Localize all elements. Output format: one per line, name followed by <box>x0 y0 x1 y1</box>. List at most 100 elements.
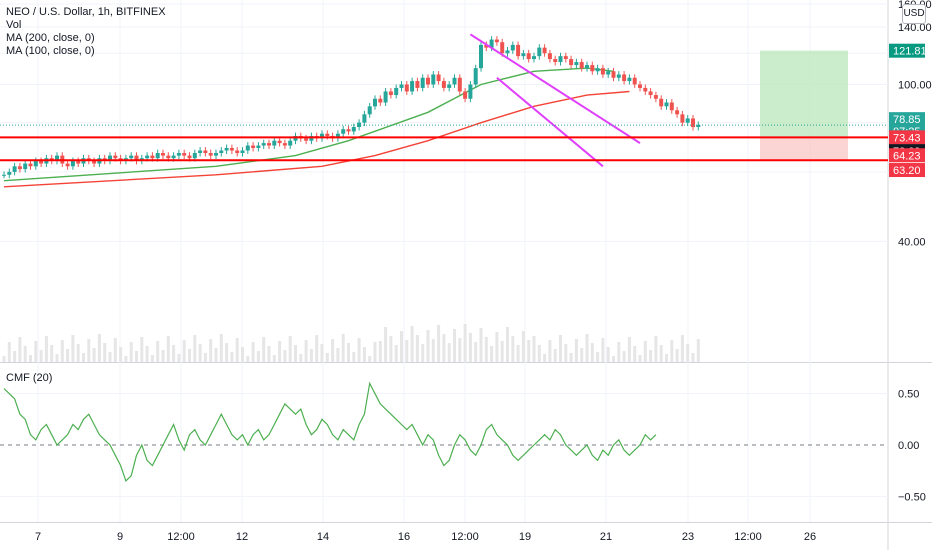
candle <box>256 142 261 152</box>
volume-bar <box>315 335 319 362</box>
candle <box>245 142 250 154</box>
candle <box>410 77 415 95</box>
candle-body <box>415 81 420 88</box>
candle <box>415 77 420 92</box>
volume-bar <box>521 331 525 362</box>
volume-bar <box>150 355 154 362</box>
volume-bar <box>172 345 176 362</box>
candle-body <box>505 50 510 54</box>
candle <box>664 99 669 110</box>
candle <box>208 149 213 160</box>
volume-bar <box>405 340 409 362</box>
candle-body <box>457 77 462 92</box>
candle-body <box>516 44 521 57</box>
candle-body <box>245 145 250 151</box>
volume-bar <box>633 346 637 362</box>
volume-bar <box>569 353 573 362</box>
volume-bar <box>431 339 435 362</box>
volume-bar <box>511 336 515 362</box>
volume-bar <box>272 355 276 362</box>
candle <box>272 137 277 149</box>
volume-bar <box>241 347 244 362</box>
volume-bar <box>484 337 488 362</box>
candle-body <box>39 160 44 164</box>
currency-button[interactable]: USD <box>902 4 926 24</box>
candle-body <box>351 127 356 132</box>
price-label: 78.85 <box>889 112 925 127</box>
candle-body <box>394 87 399 96</box>
price-label-bg <box>889 148 925 163</box>
candle-body <box>468 84 473 99</box>
candle-body <box>600 68 605 75</box>
volume-bar <box>564 344 568 362</box>
candle-body <box>489 39 494 48</box>
candle-body <box>76 160 81 164</box>
candle-body <box>277 140 282 144</box>
price-label-text: 63.20 <box>893 165 921 177</box>
cmf-indicator-label[interactable]: CMF (20) <box>6 372 53 384</box>
y-tick-label: 40.00 <box>898 236 926 248</box>
volume-bar <box>675 349 679 362</box>
volume-bar <box>60 340 64 362</box>
candle-body <box>150 155 155 159</box>
candle-body <box>441 81 446 88</box>
candle-body <box>447 84 452 88</box>
price-label-text: 121.81 <box>893 46 927 58</box>
candle-body <box>214 153 218 156</box>
candle <box>346 125 351 135</box>
volume-bar <box>135 351 138 362</box>
volume-bar <box>500 341 504 362</box>
candle-body <box>187 155 192 159</box>
candle-body <box>208 153 213 156</box>
price-label: 63.20 <box>889 163 925 178</box>
volume-bar <box>617 342 621 362</box>
volume-bar <box>108 352 112 362</box>
candle <box>351 123 356 135</box>
candle <box>309 132 314 145</box>
volume-bar <box>320 344 324 362</box>
candle <box>696 121 701 131</box>
volume-bar <box>278 341 282 362</box>
candle <box>606 67 611 78</box>
candle-body <box>473 68 478 85</box>
candle <box>267 139 271 149</box>
candle-body <box>176 153 181 156</box>
volume-bar <box>490 346 494 362</box>
candle-body <box>675 110 680 115</box>
volume-bar <box>442 334 446 362</box>
candle-body <box>579 62 584 69</box>
volume-bar <box>97 334 101 362</box>
indicator-vol[interactable]: Vol <box>6 19 22 31</box>
candle-body <box>166 155 171 159</box>
candle-body <box>192 153 197 159</box>
candle <box>542 44 547 57</box>
volume-bar <box>352 352 356 362</box>
candle-body <box>17 166 22 170</box>
candle-body <box>256 145 261 148</box>
indicator-ma200[interactable]: MA (200, close, 0) <box>6 32 95 44</box>
candle-body <box>563 56 568 60</box>
candle <box>383 88 388 106</box>
volume-bar <box>479 328 483 362</box>
candle <box>553 55 558 66</box>
candle-body <box>304 138 309 141</box>
candle-body <box>251 145 256 148</box>
candle <box>579 58 584 72</box>
indicator-ma100[interactable]: MA (100, close, 0) <box>6 45 95 57</box>
candle <box>516 41 521 60</box>
candle-body <box>367 106 372 115</box>
volume-bar <box>145 346 149 362</box>
candle <box>17 162 22 173</box>
candle-body <box>452 77 457 85</box>
candle-body <box>574 62 579 66</box>
candle <box>563 52 568 63</box>
volume-bar <box>686 344 690 362</box>
volume-bar <box>87 339 91 362</box>
candle <box>394 84 399 99</box>
volume-bar <box>325 353 329 362</box>
volume-bar <box>71 335 75 362</box>
candle <box>468 81 473 103</box>
volume-bar <box>283 350 287 362</box>
candle <box>537 44 542 60</box>
